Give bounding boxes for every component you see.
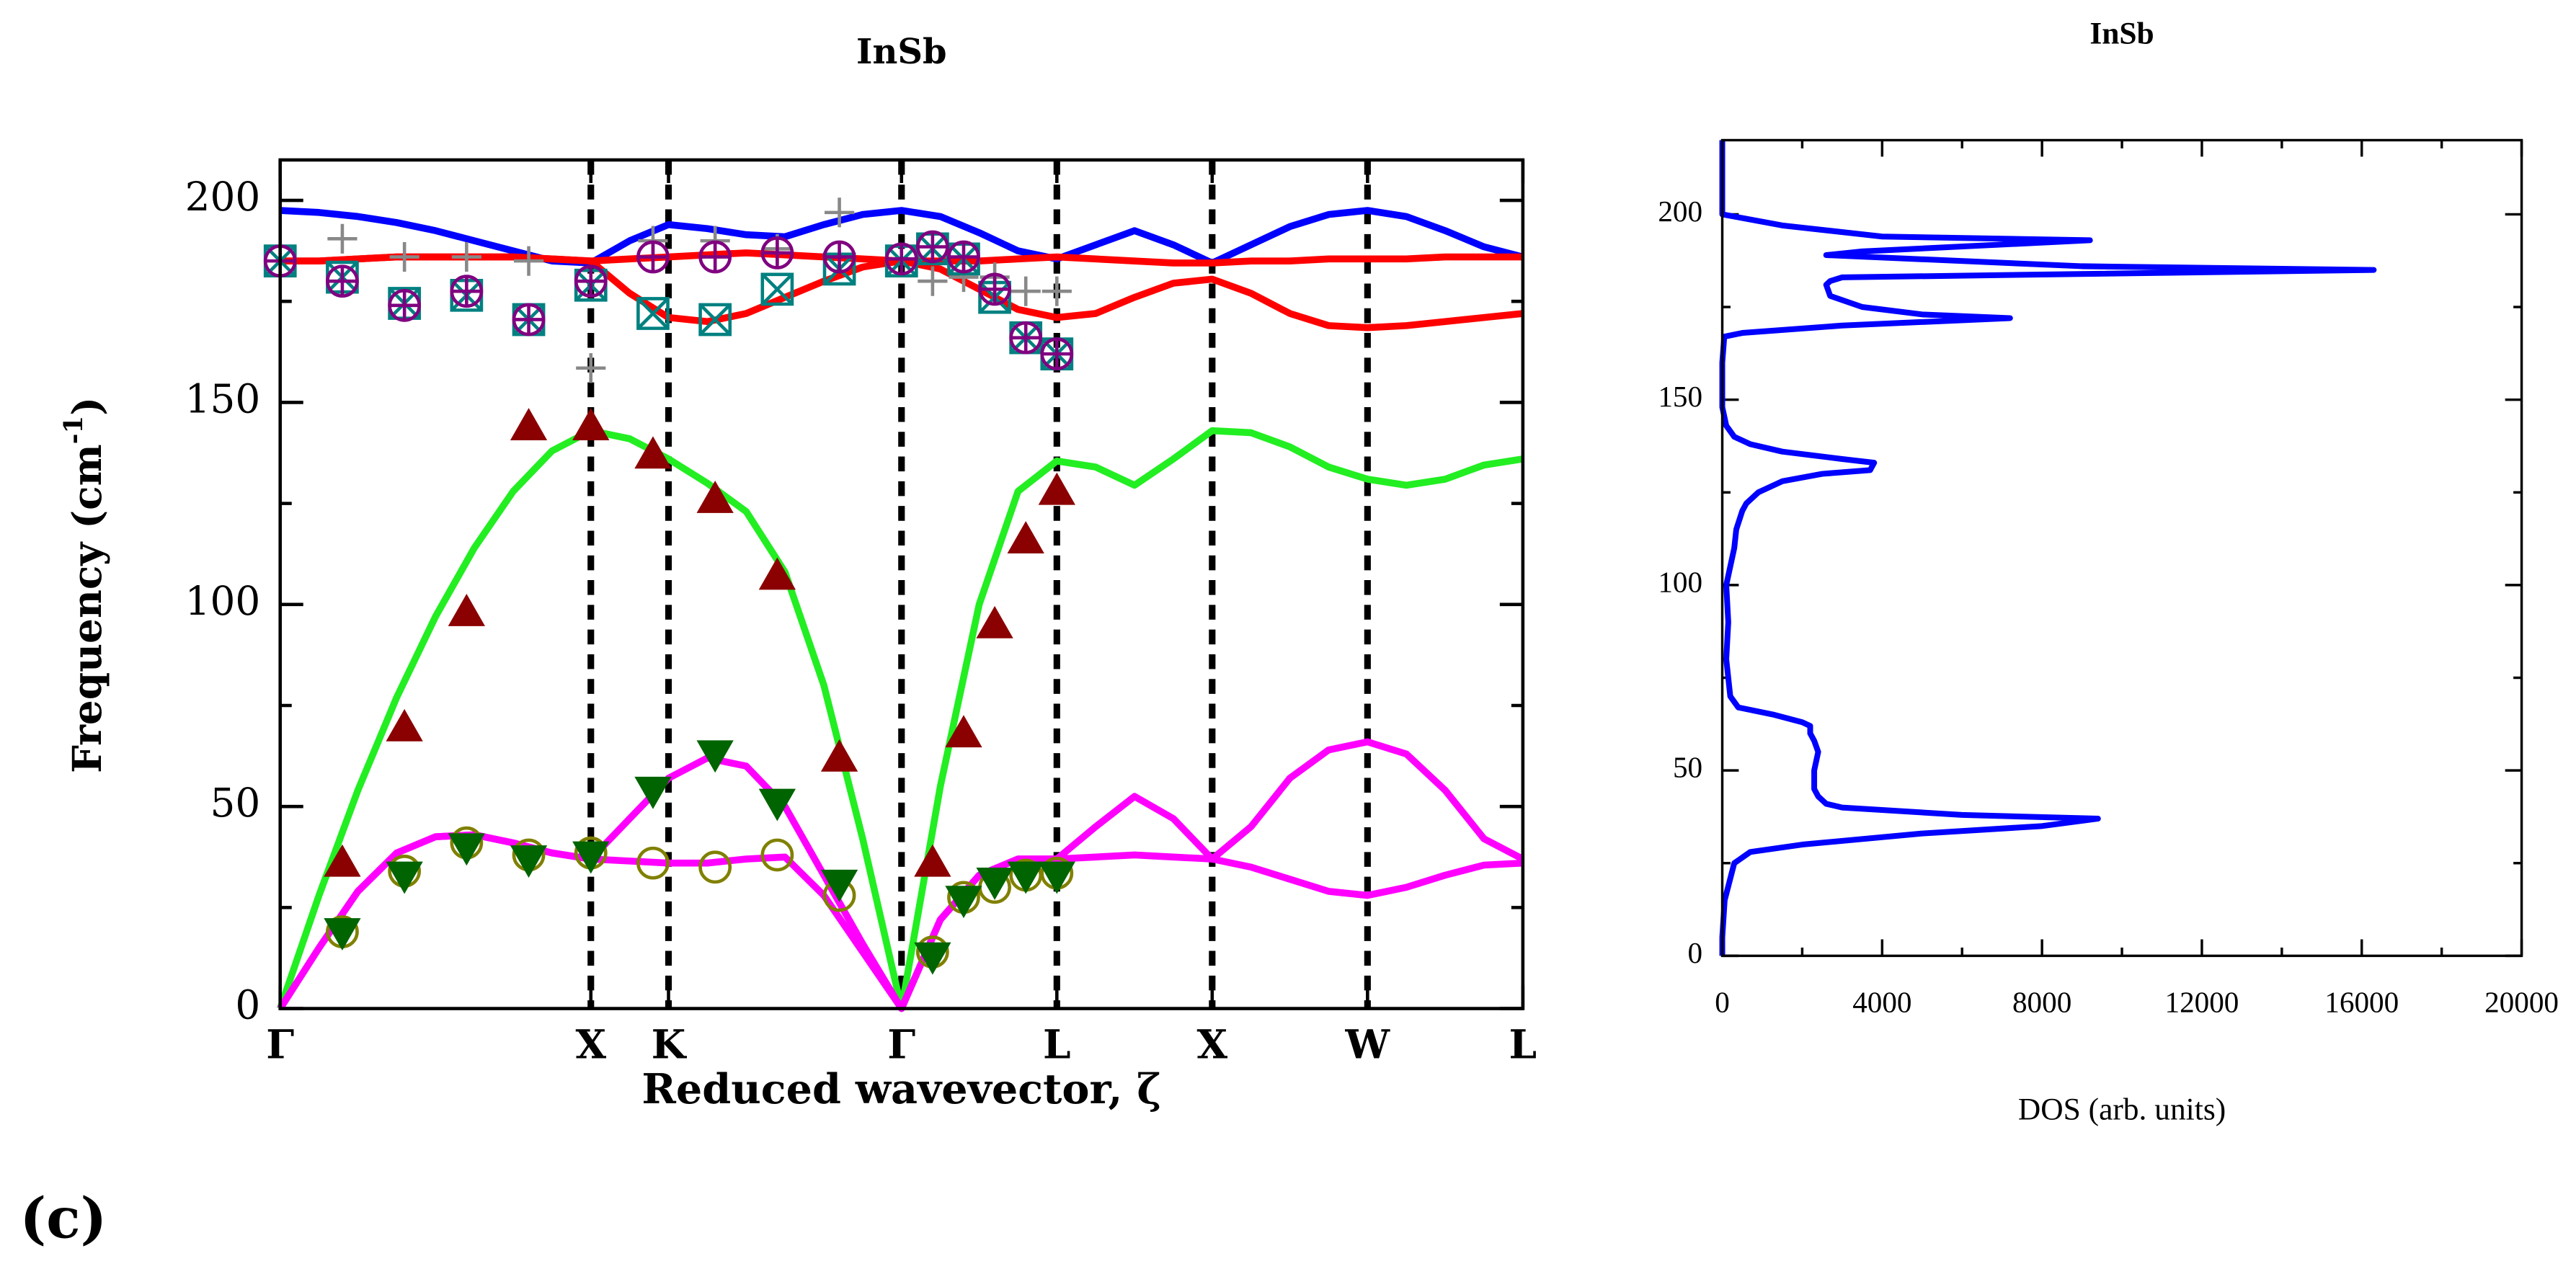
chart-title: InSb <box>856 32 947 72</box>
y-axis-label-sup: -1 <box>59 416 89 445</box>
x-tick-label: K <box>652 1021 688 1068</box>
data-point <box>636 297 670 330</box>
y-tick-label: 150 <box>185 375 261 422</box>
data-point <box>698 240 732 274</box>
y-axis-label-close: ) <box>63 397 110 416</box>
data-point <box>698 850 732 884</box>
panel-label: (c) <box>19 1185 107 1251</box>
data-point <box>450 275 484 308</box>
data-line <box>280 207 1524 267</box>
data-point <box>1011 276 1041 306</box>
data-point <box>451 241 481 272</box>
data-point <box>916 230 949 264</box>
data-point <box>760 838 794 872</box>
data-point <box>324 918 361 950</box>
data-point <box>572 408 610 440</box>
x-tick-label: Γ <box>887 1021 915 1068</box>
data-point <box>386 708 423 742</box>
data-point <box>1041 276 1072 306</box>
data-point <box>574 264 608 298</box>
data-point <box>978 272 1011 306</box>
data-point <box>976 605 1013 638</box>
data-line <box>1719 140 2377 956</box>
data-point <box>820 739 858 772</box>
data-point <box>572 841 610 874</box>
x-tick-label: 20000 <box>2484 985 2559 1018</box>
y-tick-label: 150 <box>1658 380 1702 413</box>
y-tick-label: 200 <box>1658 195 1702 228</box>
data-point <box>636 846 670 880</box>
x-tick-label: X <box>575 1021 606 1068</box>
x-tick-label: 0 <box>1715 985 1730 1018</box>
x-tick-label: 16000 <box>2324 985 2399 1018</box>
data-point <box>760 236 794 270</box>
data-point <box>634 436 672 469</box>
x-tick-label: W <box>1345 1021 1391 1068</box>
y-tick-label: 0 <box>235 982 260 1028</box>
y-tick-label: 50 <box>1673 751 1702 784</box>
y-tick-label: 50 <box>210 780 260 826</box>
data-point <box>918 266 948 296</box>
data-point <box>825 197 855 228</box>
data-point <box>976 868 1013 900</box>
data-point <box>326 264 359 298</box>
data-point <box>576 353 606 383</box>
data-point <box>914 844 951 877</box>
data-point <box>386 861 423 894</box>
x-tick-label: Γ <box>266 1021 294 1068</box>
data-point <box>513 246 544 276</box>
data-point <box>448 833 485 866</box>
data-point <box>822 240 856 274</box>
data-point <box>636 240 670 274</box>
data-point <box>696 740 734 773</box>
data-point <box>448 594 485 626</box>
x-tick-label: L <box>1509 1021 1537 1068</box>
data-point <box>327 223 357 254</box>
x-tick-label: X <box>1197 1021 1228 1068</box>
y-tick-label: 100 <box>1658 565 1702 598</box>
x-axis-label: Reduced wavevector, ζ <box>641 1065 1161 1113</box>
data-point <box>1007 861 1044 894</box>
data-point <box>914 942 951 975</box>
data-point <box>324 844 361 877</box>
x-tick-label: 8000 <box>2012 985 2071 1018</box>
data-point <box>389 241 419 272</box>
data-point <box>758 788 796 821</box>
x-tick-label: 12000 <box>2165 985 2239 1018</box>
data-point <box>1009 321 1043 355</box>
data-point <box>510 845 548 878</box>
data-point <box>388 288 422 322</box>
y-tick-label: 100 <box>185 578 261 624</box>
data-point <box>945 715 982 748</box>
data-point <box>1040 337 1074 370</box>
data-point <box>1038 472 1075 505</box>
data-point <box>512 303 546 337</box>
x-axis-label: DOS (arb. units) <box>2018 1092 2226 1127</box>
data-point <box>884 242 918 276</box>
data-point <box>696 481 734 513</box>
data-point <box>634 776 672 809</box>
plot-frame <box>1720 138 2523 958</box>
y-tick-label: 200 <box>185 174 261 220</box>
data-point <box>760 272 794 306</box>
data-point <box>698 303 732 337</box>
data-point <box>947 240 980 274</box>
chart-title: InSb <box>2089 16 2154 50</box>
y-axis-label: Frequency (cm-1) <box>59 397 110 773</box>
x-tick-label: 4000 <box>1852 985 1911 1018</box>
plot-frame <box>278 158 1525 1010</box>
y-axis-label-text: Frequency (cm <box>63 444 110 773</box>
data-point <box>1007 521 1044 553</box>
x-tick-label: L <box>1043 1021 1071 1068</box>
data-point <box>758 557 796 590</box>
data-point <box>820 869 858 902</box>
y-tick-label: 0 <box>1688 936 1703 969</box>
data-point <box>1038 861 1075 894</box>
data-point <box>945 886 982 919</box>
data-point <box>510 408 548 440</box>
